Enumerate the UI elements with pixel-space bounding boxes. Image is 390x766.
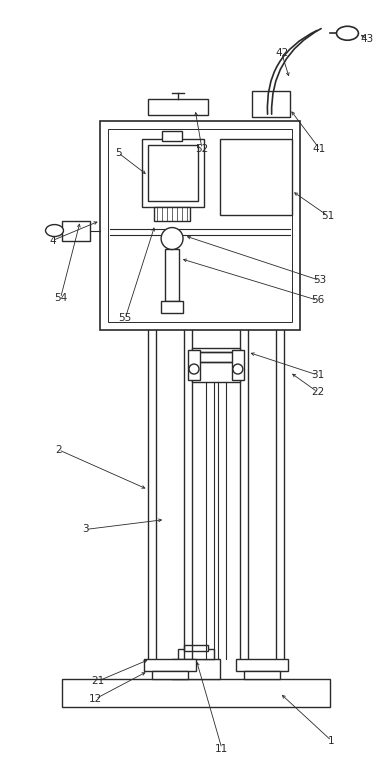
Ellipse shape <box>337 26 358 41</box>
Bar <box>236 659 288 671</box>
Text: 12: 12 <box>89 694 102 704</box>
Circle shape <box>161 228 183 250</box>
Bar <box>178 649 214 659</box>
Circle shape <box>233 364 243 374</box>
Bar <box>162 131 182 141</box>
Circle shape <box>189 364 199 374</box>
Text: 56: 56 <box>311 296 324 306</box>
Bar <box>188 350 200 380</box>
Bar <box>144 659 196 671</box>
Bar <box>152 671 188 679</box>
Ellipse shape <box>46 224 64 237</box>
Text: 53: 53 <box>313 275 326 286</box>
Bar <box>148 145 198 201</box>
Bar <box>100 121 300 330</box>
Text: 22: 22 <box>311 387 324 397</box>
Bar <box>252 91 290 117</box>
Bar <box>198 352 234 362</box>
Bar <box>62 221 90 241</box>
Text: 41: 41 <box>313 144 326 154</box>
Bar <box>148 99 208 115</box>
Text: 4: 4 <box>49 235 56 246</box>
Bar <box>108 129 292 322</box>
Text: 2: 2 <box>55 445 62 455</box>
Bar <box>232 350 244 380</box>
Text: 5: 5 <box>115 148 122 158</box>
Text: 3: 3 <box>82 525 89 535</box>
Bar <box>198 352 234 362</box>
Text: 42: 42 <box>275 48 288 58</box>
Bar <box>62 679 330 707</box>
Text: 1: 1 <box>328 735 335 746</box>
Bar <box>142 139 204 207</box>
Bar <box>172 659 220 679</box>
Bar <box>154 207 190 221</box>
Text: 54: 54 <box>54 293 67 303</box>
Bar <box>184 645 208 651</box>
Bar <box>161 301 183 313</box>
Text: 31: 31 <box>311 370 324 380</box>
Text: 43: 43 <box>361 34 374 44</box>
Text: 51: 51 <box>321 211 334 221</box>
Bar <box>220 139 292 214</box>
Bar <box>240 131 284 139</box>
Text: 52: 52 <box>195 144 209 154</box>
Bar <box>244 671 280 679</box>
Bar <box>230 157 252 173</box>
Text: 21: 21 <box>92 676 105 686</box>
Bar <box>165 250 179 301</box>
Bar <box>192 348 240 382</box>
Bar <box>148 131 192 139</box>
Text: 11: 11 <box>215 744 229 754</box>
Text: 55: 55 <box>119 313 132 323</box>
